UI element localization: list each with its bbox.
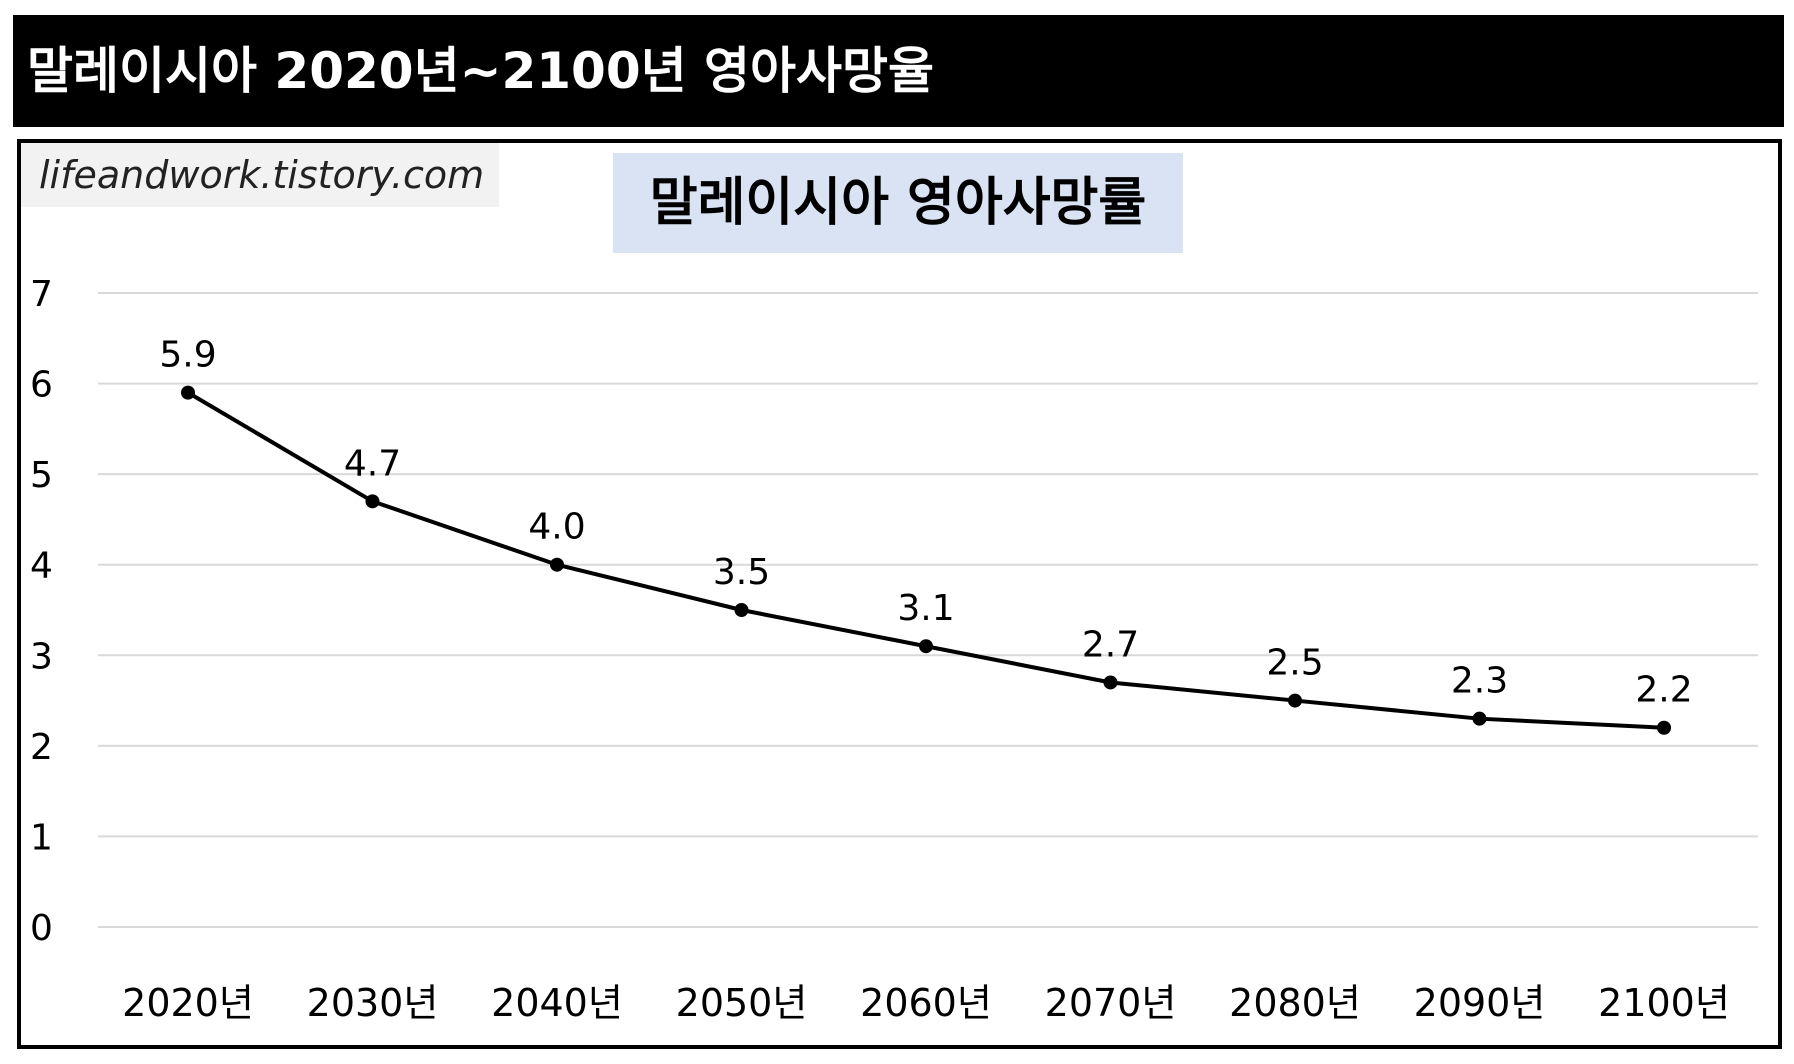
- page-title: 말레이시아 2020년~2100년 영아사망율: [27, 42, 935, 100]
- data-label: 3.1: [897, 588, 954, 629]
- chart-title: 말레이시아 영아사망률: [649, 173, 1147, 233]
- header-bar: 말레이시아 2020년~2100년 영아사망율: [13, 15, 1784, 127]
- x-axis-ticks: 2020년 2030년 2040년 2050년 2060년 2070년 2080년 2090년…: [122, 981, 1730, 1025]
- chart-frame: [17, 139, 1782, 1049]
- x-tick-label: 2070년: [1045, 981, 1177, 1025]
- y-tick-label: 7: [30, 274, 53, 315]
- chart-title-box: 말레이시아 영아사망률: [613, 153, 1183, 253]
- x-tick-label: 2080년: [1229, 981, 1361, 1025]
- data-point: [734, 603, 749, 617]
- data-point: [1103, 675, 1118, 690]
- data-point: [365, 494, 380, 509]
- watermark-box: lifeandwork.tistory.com: [21, 143, 499, 207]
- data-label: 5.9: [159, 335, 216, 376]
- data-point: [1657, 720, 1671, 735]
- data-label: 2.3: [1451, 661, 1508, 702]
- data-point: [919, 639, 933, 654]
- gridlines: [98, 292, 1758, 928]
- x-tick-label: 2050년: [676, 981, 808, 1025]
- data-point: [1288, 693, 1302, 708]
- data-point: [550, 557, 564, 572]
- x-tick-label: 2030년: [307, 981, 439, 1025]
- y-tick-label: 4: [30, 546, 53, 587]
- data-points: [181, 385, 1671, 735]
- series-line-group: [186, 390, 1665, 730]
- data-point: [181, 385, 195, 400]
- x-tick-label: 2100년: [1598, 981, 1730, 1025]
- x-tick-label: 2020년: [122, 981, 254, 1025]
- data-label: 4.0: [528, 507, 585, 548]
- x-tick-label: 2060년: [860, 981, 992, 1025]
- y-tick-label: 5: [30, 455, 53, 496]
- data-label: 4.7: [344, 443, 401, 484]
- y-tick-label: 6: [30, 365, 53, 406]
- x-tick-label: 2090년: [1414, 981, 1546, 1025]
- data-label: 2.2: [1635, 670, 1692, 711]
- data-label: 2.7: [1082, 624, 1139, 665]
- watermark-text: lifeandwork.tistory.com: [39, 153, 485, 197]
- x-tick-label: 2040년: [491, 981, 623, 1025]
- y-tick-label: 3: [30, 636, 53, 677]
- data-label: 3.5: [713, 552, 770, 593]
- data-labels: 5.9 4.7 4.0 3.5 3.1 2.7 2.5 2.3 2.2: [159, 335, 1692, 711]
- y-tick-label: 0: [30, 908, 53, 949]
- series-line: [186, 390, 1665, 730]
- data-label: 2.5: [1266, 643, 1323, 684]
- y-tick-label: 2: [30, 727, 53, 768]
- y-tick-label: 1: [30, 817, 53, 858]
- y-axis-ticks: 0 1 2 3 4 5 6 7: [30, 274, 53, 949]
- data-point: [1472, 711, 1487, 726]
